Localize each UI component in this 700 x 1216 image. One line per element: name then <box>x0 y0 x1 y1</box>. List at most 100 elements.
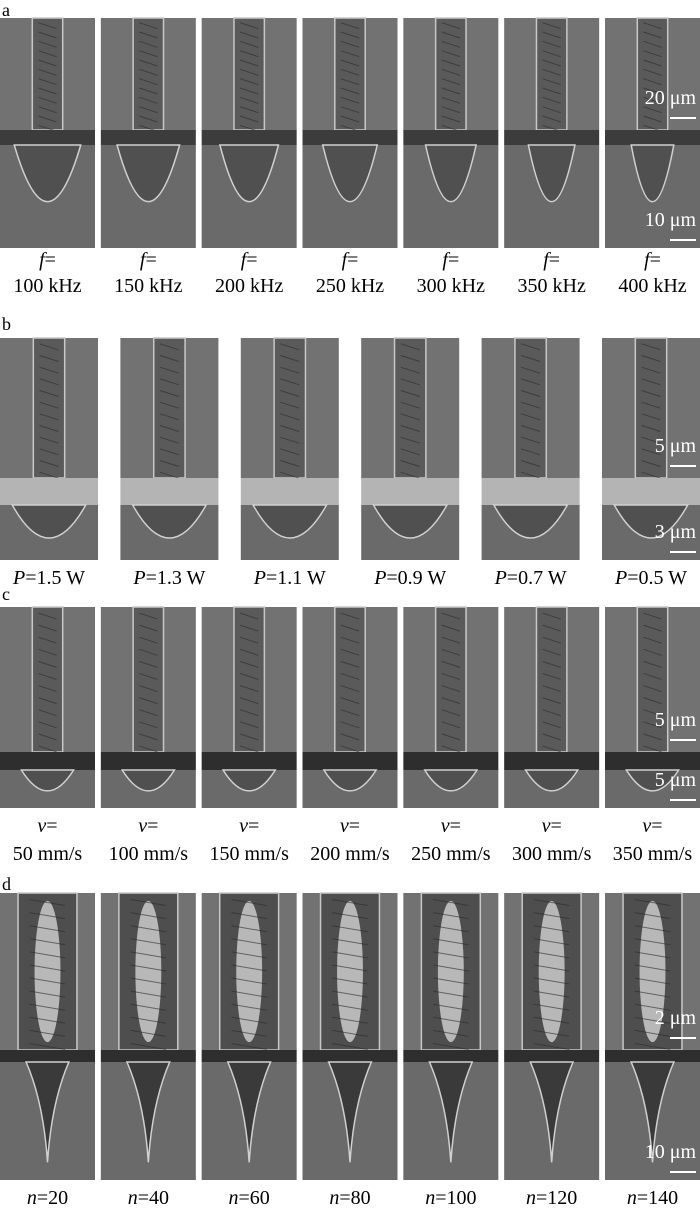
trench <box>132 606 165 753</box>
trench <box>233 606 266 753</box>
texture <box>139 59 158 67</box>
texture <box>400 471 420 479</box>
band <box>605 752 700 770</box>
texture <box>441 87 461 95</box>
caption-text: =0.7 W <box>507 567 567 589</box>
caption-value: 250 kHz <box>316 275 384 297</box>
caption: f= <box>442 249 459 271</box>
texture <box>634 899 671 907</box>
texture <box>340 709 360 717</box>
texture <box>139 636 158 644</box>
texture <box>340 106 360 114</box>
texture <box>38 672 57 680</box>
groove <box>116 144 181 203</box>
caption-text: =100 <box>435 1187 476 1209</box>
sem-image <box>403 17 499 248</box>
band <box>302 1050 398 1062</box>
texture <box>332 912 368 920</box>
sem-image <box>240 337 339 560</box>
texture <box>38 660 57 668</box>
sem-image <box>201 17 297 248</box>
caption: n=120 <box>526 1187 577 1209</box>
texture <box>400 448 420 456</box>
caption-symbol: P <box>253 567 266 589</box>
band <box>120 478 219 505</box>
texture <box>231 1029 267 1037</box>
texture <box>433 1042 469 1050</box>
texture <box>29 938 66 946</box>
texture <box>441 106 461 114</box>
texture <box>159 366 179 374</box>
texture <box>340 636 360 644</box>
scale-label: 10 μm <box>645 209 697 231</box>
texture <box>38 87 57 95</box>
texture <box>441 22 461 30</box>
texture <box>38 624 57 632</box>
caption: v= <box>441 815 461 837</box>
texture <box>641 355 661 362</box>
texture <box>340 721 360 729</box>
texture <box>231 1042 267 1050</box>
sem-image <box>504 17 600 248</box>
texture <box>29 951 66 959</box>
texture <box>239 745 259 753</box>
caption-text: =60 <box>239 1187 270 1209</box>
groove <box>20 769 75 792</box>
texture <box>239 31 259 39</box>
texture <box>38 40 57 48</box>
texture <box>643 697 662 705</box>
trench <box>273 337 307 479</box>
texture <box>139 624 158 632</box>
sem-image <box>605 892 700 1180</box>
groove <box>13 144 82 203</box>
texture <box>340 78 360 86</box>
sem-image <box>481 337 580 560</box>
caption-text: =0.5 W <box>627 567 687 589</box>
texture <box>643 624 662 632</box>
texture <box>634 1029 671 1037</box>
caption-value: 150 mm/s <box>209 843 289 865</box>
band <box>0 1050 95 1062</box>
texture <box>521 355 541 362</box>
groove <box>423 769 479 792</box>
sem-image <box>0 337 98 560</box>
texture <box>239 40 259 48</box>
texture <box>433 912 469 920</box>
trench <box>31 606 64 753</box>
texture <box>38 685 57 693</box>
scale-label: 10 μm <box>645 1141 697 1163</box>
texture <box>332 1003 368 1011</box>
texture <box>340 115 360 123</box>
trench <box>514 337 548 479</box>
sem-image <box>201 892 297 1180</box>
texture <box>332 1042 368 1050</box>
texture <box>159 448 179 456</box>
texture <box>38 636 57 644</box>
texture <box>280 471 300 479</box>
texture <box>400 355 420 362</box>
caption-text: =80 <box>339 1187 370 1209</box>
trench <box>393 337 427 479</box>
texture <box>433 964 469 972</box>
texture <box>139 721 158 729</box>
texture <box>340 31 360 39</box>
texture <box>340 59 360 67</box>
texture <box>634 1016 671 1024</box>
band <box>403 1050 499 1062</box>
texture <box>280 378 300 386</box>
caption: n=40 <box>128 1187 169 1209</box>
texture <box>130 990 167 998</box>
caption-symbol: P <box>132 567 145 589</box>
band <box>403 752 499 770</box>
band <box>100 752 196 770</box>
texture <box>139 31 158 39</box>
texture <box>280 343 300 351</box>
texture <box>239 22 259 30</box>
trench <box>334 17 366 131</box>
caption-text: = <box>549 249 560 271</box>
caption: f= <box>140 249 157 271</box>
caption-text: = <box>448 249 459 271</box>
texture <box>521 343 541 351</box>
caption-text: = <box>349 815 360 837</box>
texture <box>340 697 360 705</box>
